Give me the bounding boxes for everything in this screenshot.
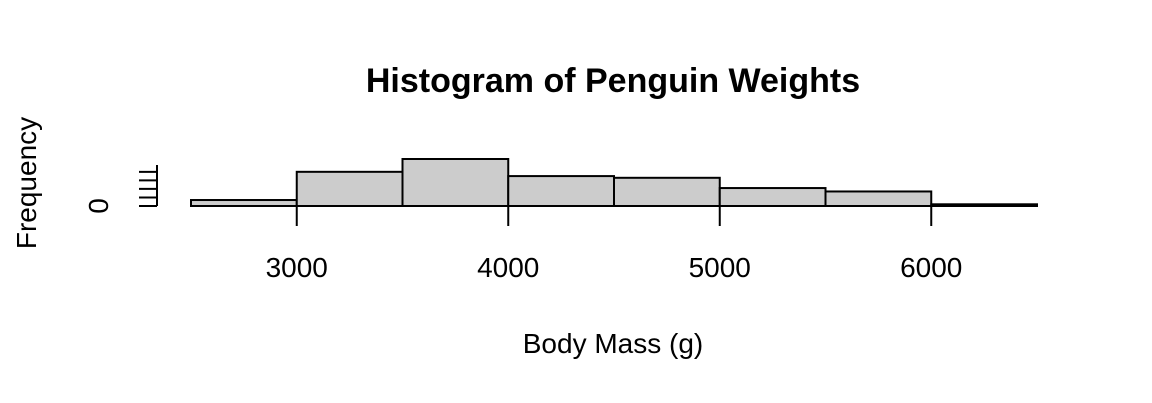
histogram-bar	[824, 190, 933, 208]
histogram-bar	[295, 170, 404, 207]
y-axis: 0	[83, 165, 158, 214]
x-tick-label: 6000	[900, 252, 962, 283]
y-axis-label: Frequency	[11, 117, 42, 249]
x-tick-label: 4000	[477, 252, 539, 283]
x-tick-label: 5000	[689, 252, 751, 283]
y-tick-label: 0	[83, 198, 114, 214]
histogram-bar	[401, 158, 510, 207]
chart-title: Histogram of Penguin Weights	[366, 62, 860, 100]
histogram-bar	[507, 175, 615, 208]
histogram-bar	[718, 187, 827, 208]
x-axis-label: Body Mass (g)	[523, 328, 704, 359]
bars-group	[190, 158, 1038, 208]
x-tick-label: 3000	[266, 252, 328, 283]
x-axis: 3000 4000 5000 6000	[266, 206, 962, 283]
histogram-bar	[613, 176, 721, 208]
